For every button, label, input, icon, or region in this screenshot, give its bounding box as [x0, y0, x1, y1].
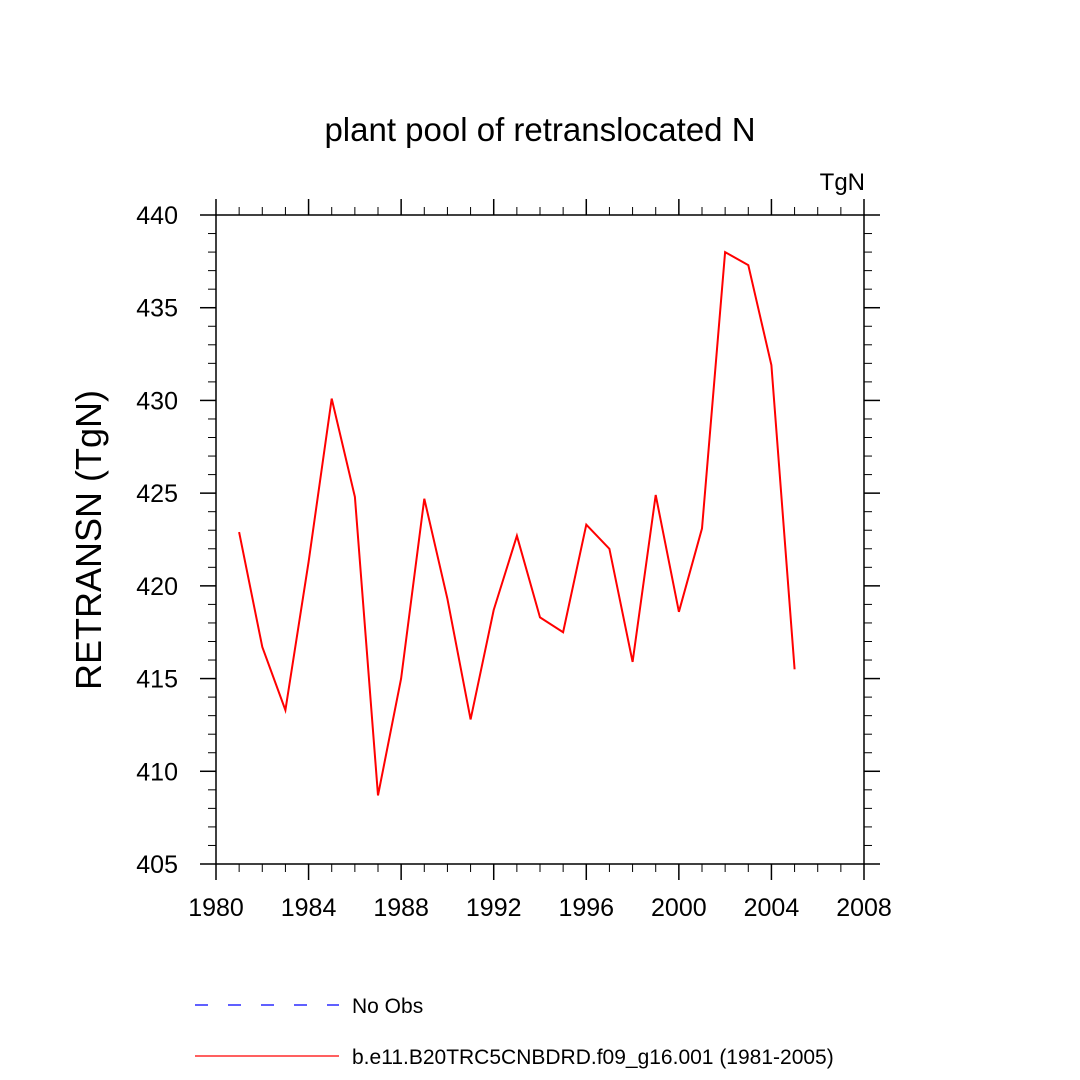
y-tick-label: 405 — [136, 851, 178, 879]
data-series — [238, 250, 796, 796]
x-tick-label: 1996 — [558, 894, 614, 922]
units-label: TgN — [820, 169, 865, 196]
y-tick-label: 430 — [136, 387, 178, 415]
x-tick-label: 1980 — [188, 894, 244, 922]
legend-label: b.e11.B20TRC5CNBDRD.f09_g16.001 (1981-20… — [352, 1046, 834, 1069]
y-tick-label: 425 — [136, 480, 178, 508]
x-tick-label: 2008 — [836, 894, 892, 922]
plot-border — [215, 214, 865, 865]
y-tick-label: 415 — [136, 666, 178, 694]
x-tick-label: 1984 — [281, 894, 337, 922]
x-tick-label: 2004 — [744, 894, 800, 922]
legend-label: No Obs — [352, 995, 423, 1018]
x-tick-label: 1992 — [466, 894, 522, 922]
plot-frame — [215, 214, 865, 865]
y-axis-label: RETRANSN (TgN) — [68, 390, 109, 690]
y-tick-label: 440 — [136, 202, 178, 230]
x-tick-label: 2000 — [651, 894, 707, 922]
x-axis: 1980 1984 1988 1992 1996 2000 2004 2008 — [188, 199, 892, 922]
y-tick-label: 410 — [136, 758, 178, 786]
series-line — [238, 250, 796, 796]
x-tick-label: 1988 — [373, 894, 429, 922]
y-axis: 405 410 415 420 425 430 435 440 — [136, 202, 880, 879]
y-tick-label: 420 — [136, 573, 178, 601]
y-tick-label: 435 — [136, 295, 178, 323]
chart-title: plant pool of retranslocated N — [324, 111, 755, 148]
legend: No Obs b.e11.B20TRC5CNBDRD.f09_g16.001 (1… — [195, 995, 834, 1069]
